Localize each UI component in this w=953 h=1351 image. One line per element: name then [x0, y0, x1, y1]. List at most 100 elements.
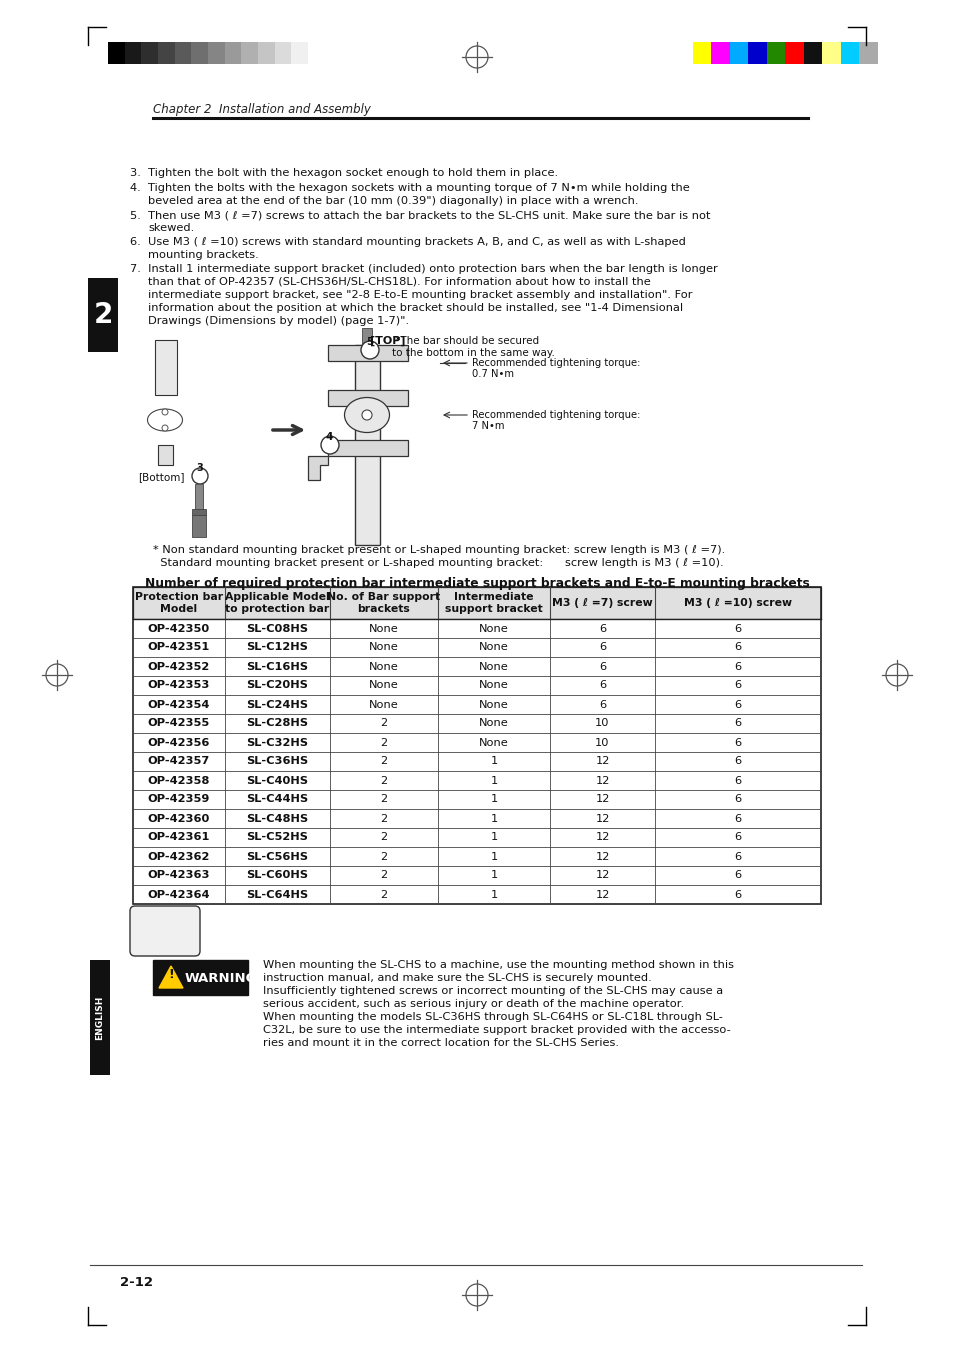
Text: 6: 6 [734, 738, 740, 747]
Text: SL-C16HS: SL-C16HS [246, 662, 308, 671]
Text: 2: 2 [380, 889, 387, 900]
Circle shape [162, 409, 168, 415]
Bar [108, 42, 125, 63]
Text: SL-C36HS: SL-C36HS [246, 757, 308, 766]
Text: instruction manual, and make sure the SL-CHS is securely mounted.: instruction manual, and make sure the SL… [263, 973, 651, 984]
Bar [192, 509, 206, 515]
Text: ries and mount it in the correct location for the SL-CHS Series.: ries and mount it in the correct locatio… [263, 1038, 618, 1048]
Text: Chapter 2  Installation and Assembly: Chapter 2 Installation and Assembly [152, 103, 371, 116]
Circle shape [361, 409, 372, 420]
Text: 12: 12 [595, 870, 609, 881]
Bar [132, 713, 821, 734]
Polygon shape [308, 457, 328, 480]
Bar [361, 328, 372, 345]
Bar [784, 42, 803, 63]
Text: Insufficiently tightened screws or incorrect mounting of the SL-CHS may cause a: Insufficiently tightened screws or incor… [263, 986, 722, 996]
Text: OP-42350: OP-42350 [148, 624, 210, 634]
Bar [328, 345, 408, 361]
Text: When mounting the models SL-C36HS through SL-C64HS or SL-C18L through SL-: When mounting the models SL-C36HS throug… [263, 1012, 722, 1021]
Bar [132, 734, 821, 753]
Bar [355, 345, 379, 544]
Text: 2: 2 [380, 738, 387, 747]
Text: None: None [369, 643, 398, 653]
Text: 1: 1 [490, 794, 497, 804]
Bar [291, 42, 308, 63]
Bar [729, 42, 748, 63]
Text: 1: 1 [490, 775, 497, 785]
Text: SL-C52HS: SL-C52HS [246, 832, 308, 843]
Text: 10: 10 [595, 719, 609, 728]
Text: OP-42363: OP-42363 [148, 870, 210, 881]
Bar [132, 809, 821, 828]
Text: 4: 4 [326, 432, 333, 442]
Text: None: None [478, 719, 508, 728]
Bar [194, 484, 203, 509]
Circle shape [192, 467, 208, 484]
Text: 6: 6 [598, 662, 605, 671]
Text: OP-42359: OP-42359 [148, 794, 210, 804]
Text: None: None [478, 738, 508, 747]
Text: 2: 2 [380, 719, 387, 728]
Text: OP-42360: OP-42360 [148, 813, 210, 824]
Text: 6: 6 [734, 851, 740, 862]
Text: than that of OP-42357 (SL-CHS36H/SL-CHS18L). For information about how to instal: than that of OP-42357 (SL-CHS36H/SL-CHS1… [148, 277, 650, 286]
FancyBboxPatch shape [130, 907, 200, 957]
Text: Protection bar
Model: Protection bar Model [134, 592, 223, 615]
Text: * Non standard mounting bracket present or L-shaped mounting bracket: screw leng: * Non standard mounting bracket present … [152, 544, 724, 555]
Text: None: None [369, 624, 398, 634]
Bar [158, 444, 172, 465]
Text: OP-42364: OP-42364 [148, 889, 210, 900]
Text: SL-C08HS: SL-C08HS [246, 624, 308, 634]
Text: 4.  Tighten the bolts with the hexagon sockets with a mounting torque of 7 N•m w: 4. Tighten the bolts with the hexagon so… [130, 182, 689, 193]
Bar [132, 586, 821, 619]
Bar [274, 42, 291, 63]
Bar [88, 278, 118, 353]
Text: 12: 12 [595, 832, 609, 843]
Bar [152, 961, 248, 994]
Text: Drawings (Dimensions by model) (page 1-7)".: Drawings (Dimensions by model) (page 1-7… [148, 316, 409, 326]
Text: ENGLISH: ENGLISH [95, 996, 105, 1040]
Bar [141, 42, 158, 63]
Text: OP-42362: OP-42362 [148, 851, 210, 862]
Polygon shape [159, 966, 183, 988]
Text: 6: 6 [734, 757, 740, 766]
Text: 6: 6 [734, 719, 740, 728]
Text: *The bar should be secured: *The bar should be secured [392, 336, 538, 346]
Text: M3 ( ℓ =10) screw: M3 ( ℓ =10) screw [683, 598, 791, 608]
Text: 10: 10 [595, 738, 609, 747]
Text: 2: 2 [380, 757, 387, 766]
Text: 2: 2 [380, 775, 387, 785]
Text: Recommended tightening torque:: Recommended tightening torque: [472, 409, 639, 420]
Text: OP-42353: OP-42353 [148, 681, 210, 690]
Text: [TOP]: [TOP] [370, 336, 405, 346]
Text: 6: 6 [734, 681, 740, 690]
Text: 6: 6 [734, 700, 740, 709]
Text: 3.  Tighten the bolt with the hexagon socket enough to hold them in place.: 3. Tighten the bolt with the hexagon soc… [130, 168, 558, 178]
Bar [132, 866, 821, 885]
Text: SL-C12HS: SL-C12HS [246, 643, 308, 653]
Circle shape [360, 340, 378, 359]
Bar [154, 340, 177, 394]
Text: 2: 2 [93, 301, 112, 330]
Text: Recommended tightening torque:: Recommended tightening torque: [472, 358, 639, 367]
Bar [208, 42, 224, 63]
Text: [Bottom]: [Bottom] [138, 471, 184, 482]
Circle shape [162, 426, 168, 431]
Text: 1: 1 [490, 870, 497, 881]
Bar [132, 828, 821, 847]
Text: 3: 3 [195, 463, 203, 473]
Text: 1: 1 [490, 889, 497, 900]
Text: M3 ( ℓ =7) screw: M3 ( ℓ =7) screw [552, 598, 652, 608]
Text: None: None [369, 700, 398, 709]
Bar [192, 42, 208, 63]
Bar [328, 390, 408, 407]
Text: 6: 6 [734, 889, 740, 900]
Text: WARNING: WARNING [185, 973, 257, 985]
Text: 6: 6 [598, 681, 605, 690]
Text: 6: 6 [734, 813, 740, 824]
Text: 1: 1 [490, 757, 497, 766]
Text: 2: 2 [380, 832, 387, 843]
Text: 12: 12 [595, 757, 609, 766]
Text: skewed.: skewed. [148, 223, 194, 232]
Text: 6: 6 [734, 832, 740, 843]
